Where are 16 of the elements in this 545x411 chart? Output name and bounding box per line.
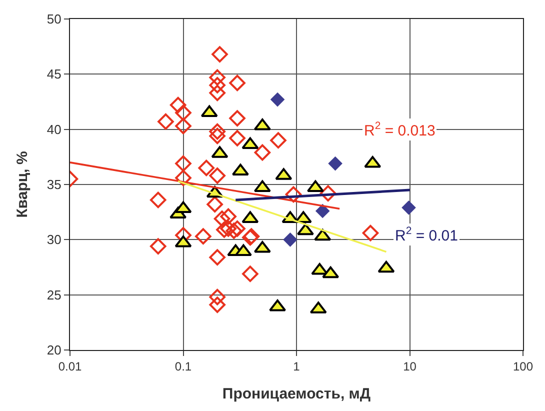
x-axis-title: Проницаемость, мД — [222, 385, 371, 402]
y-tick-label: 45 — [46, 66, 62, 82]
y-tick-label: 25 — [46, 287, 62, 302]
x-tick-label: 10 — [403, 359, 417, 374]
x-tick-label: 100 — [512, 359, 534, 374]
x-tick-label: 0.1 — [174, 359, 192, 374]
x-tick-label: 1 — [293, 359, 300, 374]
y-tick-label: 20 — [46, 342, 62, 358]
x-tick-label: 0.01 — [58, 359, 82, 374]
y-tick-label: 50 — [46, 12, 62, 27]
annotation: R$^{2}$ = 0.013 — [364, 120, 436, 140]
y-tick-label: 35 — [46, 177, 62, 192]
y-tick-label: 30 — [46, 232, 62, 248]
annotation: R$^{2}$ = 0.01 — [395, 225, 458, 244]
y-tick-label: 40 — [46, 122, 62, 137]
y-axis-title: Кварц, % — [14, 151, 32, 218]
